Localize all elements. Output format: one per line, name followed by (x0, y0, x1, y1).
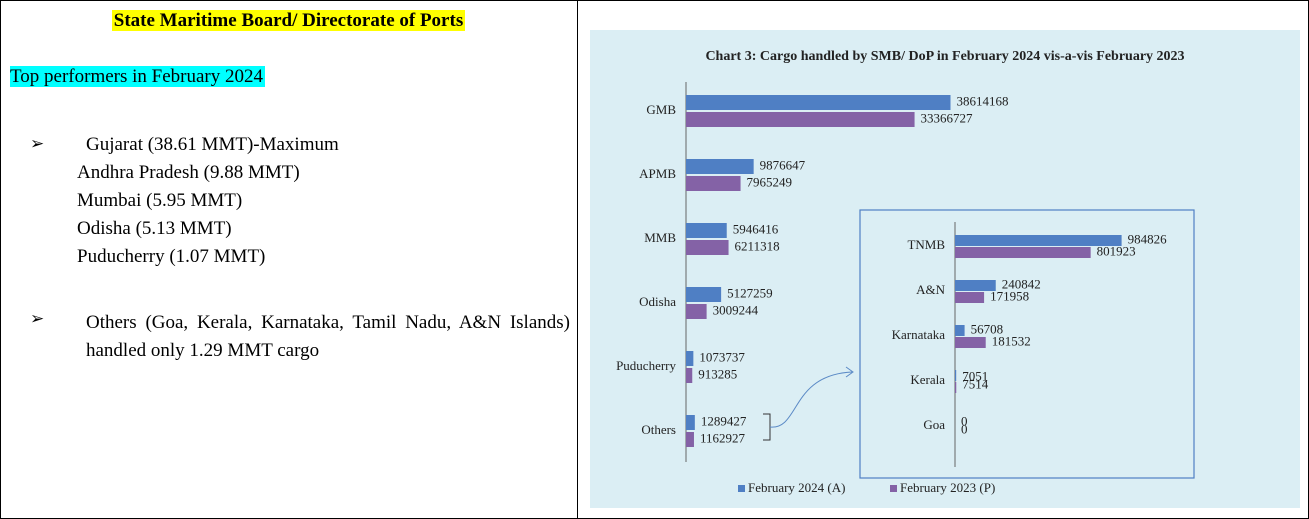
data-label: 7965249 (747, 174, 793, 189)
legend-swatch (738, 485, 745, 492)
data-label: 913285 (698, 366, 737, 381)
inset-box (859, 209, 1195, 479)
data-label: 6211318 (735, 238, 780, 253)
bullet-icon: ➢ (30, 134, 45, 154)
data-label: 240842 (1002, 276, 1041, 291)
category-label: APMB (639, 166, 676, 181)
data-label: 1162927 (700, 430, 746, 445)
bar (955, 280, 996, 291)
bar (686, 112, 915, 127)
bullet-line: Mumbai (5.95 MMT) (77, 190, 243, 211)
bar (686, 351, 694, 366)
category-label: A&N (916, 282, 946, 297)
category-label: Karnataka (892, 327, 946, 342)
category-label: TNMB (907, 237, 945, 252)
bar (686, 287, 722, 302)
data-label: 171958 (990, 288, 1029, 303)
category-label: GMB (646, 102, 676, 117)
bar (686, 368, 693, 383)
callout-arrowhead (845, 366, 854, 378)
category-label: Kerala (910, 372, 945, 387)
category-label: Puducherry (616, 358, 676, 373)
legend-label: February 2024 (A) (748, 480, 845, 495)
bar (686, 240, 729, 255)
data-label: 38614168 (957, 93, 1009, 108)
cell-divider (577, 0, 578, 519)
bar (686, 95, 951, 110)
data-label: 56708 (971, 321, 1004, 336)
data-label: 1289427 (701, 413, 747, 428)
data-label: 801923 (1097, 243, 1136, 258)
data-label: 33366727 (921, 110, 974, 125)
legend-label: February 2023 (P) (900, 480, 995, 495)
bar (955, 247, 1091, 258)
subheading-text: Top performers in February 2024 (10, 66, 265, 87)
bar (686, 223, 727, 238)
data-label: 3009244 (713, 302, 759, 317)
callout-arrow (769, 371, 853, 428)
bullet-icon: ➢ (30, 309, 45, 329)
bar (686, 432, 694, 447)
data-label: 984826 (1128, 231, 1168, 246)
bullet-line: Andhra Pradesh (9.88 MMT) (77, 162, 300, 183)
data-label: 0 (961, 421, 968, 436)
data-label: 181532 (992, 333, 1031, 348)
bar (955, 235, 1122, 246)
category-label: Goa (923, 417, 945, 432)
data-label: 7051 (962, 368, 988, 383)
bar (955, 337, 986, 348)
bullet-line: Gujarat (38.61 MMT)-Maximum (86, 134, 339, 155)
heading: State Maritime Board/ Directorate of Por… (0, 10, 577, 32)
bullet-line: Odisha (5.13 MMT) (77, 218, 232, 239)
bar (686, 176, 741, 191)
heading-text: State Maritime Board/ Directorate of Por… (111, 10, 466, 31)
category-label: Odisha (639, 294, 676, 309)
data-label: 1073737 (699, 349, 745, 364)
left-cell: State Maritime Board/ Directorate of Por… (0, 0, 577, 519)
bar (686, 304, 707, 319)
data-label: 5946416 (733, 221, 779, 236)
bar (955, 370, 957, 381)
bar (955, 292, 985, 303)
bar (955, 325, 965, 336)
bar (686, 159, 754, 174)
chart-title: Chart 3: Cargo handled by SMB/ DoP in Fe… (705, 49, 1184, 64)
bullet-line: Puducherry (1.07 MMT) (77, 246, 266, 267)
bar (955, 382, 957, 393)
data-label: 9876647 (760, 157, 806, 172)
data-label: 0 (961, 413, 968, 428)
category-label: MMB (644, 230, 676, 245)
category-label: Others (641, 422, 676, 437)
bullet-text: Others (Goa, Kerala, Karnataka, Tamil Na… (86, 312, 570, 361)
data-label: 5127259 (727, 285, 773, 300)
subheading: Top performers in February 2024 (10, 66, 265, 88)
bar (686, 415, 695, 430)
legend-swatch (890, 485, 897, 492)
data-label: 7514 (962, 376, 989, 391)
